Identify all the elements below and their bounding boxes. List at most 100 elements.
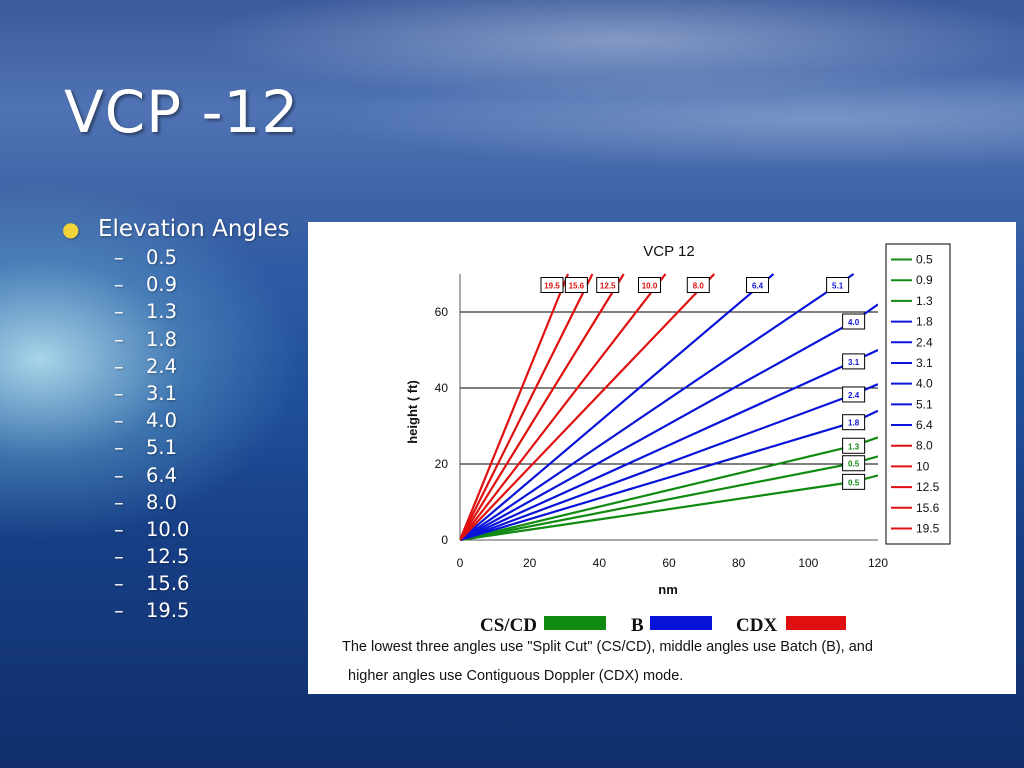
- caption-line-1: The lowest three angles use "Split Cut" …: [342, 639, 873, 655]
- bullet-label: Elevation Angles: [98, 216, 290, 242]
- series-line-6.4: [460, 273, 775, 541]
- line-label: 2.4: [848, 391, 860, 400]
- angle-item: –2.4: [114, 354, 178, 378]
- angle-item: –6.4: [114, 463, 178, 487]
- legend-label: 0.5: [916, 253, 933, 267]
- slide-title: VCP -12: [64, 78, 300, 146]
- legend-label: 2.4: [916, 335, 933, 349]
- angle-value: 8.0: [146, 490, 178, 514]
- x-tick-label: 20: [523, 556, 537, 570]
- series-line-19.5: [460, 273, 570, 541]
- series-line-5.1: [460, 273, 855, 541]
- line-label: 3.1: [848, 358, 860, 367]
- bullet-dot-icon: ●: [62, 217, 80, 241]
- angle-value: 0.9: [146, 273, 178, 297]
- legend-label: 12.5: [916, 480, 940, 494]
- angle-item: –10.0: [114, 517, 190, 541]
- legend-label: 15.6: [916, 501, 940, 515]
- mode-legend-swatch: [650, 616, 712, 630]
- legend-label: 1.3: [916, 294, 933, 308]
- line-label-box: [540, 277, 564, 293]
- x-tick-label: 120: [868, 556, 888, 570]
- y-tick-label: 60: [435, 305, 449, 319]
- angle-value: 1.8: [146, 327, 178, 351]
- mode-legend-label: B: [631, 615, 644, 636]
- line-label-box: [638, 277, 662, 293]
- angle-value: 6.4: [146, 463, 178, 487]
- chart-title: VCP 12: [643, 243, 694, 260]
- angle-item: –3.1: [114, 381, 178, 405]
- x-tick-label: 60: [662, 556, 676, 570]
- y-axis-label: height ( ft): [405, 380, 420, 444]
- angle-item: –8.0: [114, 490, 178, 514]
- legend-label: 3.1: [916, 356, 933, 370]
- line-label-box: [842, 414, 866, 431]
- angle-item: –15.6: [114, 572, 190, 596]
- angle-value: 5.1: [146, 436, 178, 460]
- legend-label: 0.9: [916, 273, 933, 287]
- mode-legend-label: CDX: [736, 615, 777, 636]
- x-tick-label: 0: [457, 556, 464, 570]
- line-label-box: [746, 277, 769, 293]
- line-label: 0.5: [848, 460, 860, 469]
- angle-item: –4.0: [114, 409, 178, 433]
- y-tick-label: 40: [435, 381, 449, 395]
- line-label-box: [686, 277, 710, 293]
- caption-line-2: higher angles use Contiguous Doppler (CD…: [348, 668, 684, 684]
- angle-item: –0.5: [114, 246, 178, 269]
- line-label-box: [564, 277, 588, 293]
- mode-legend-swatch: [544, 616, 606, 630]
- angle-value: 12.5: [146, 545, 190, 569]
- angle-sub-list: –0.5 –0.9 –1.3 –1.8 –2.4 –3.1 –4.0 –5.1 …: [62, 244, 290, 625]
- angle-value: 2.4: [146, 354, 178, 378]
- series-line-10: [460, 273, 667, 541]
- line-label: 8.0: [693, 282, 705, 291]
- line-label-box: [842, 353, 866, 370]
- vcp-chart: VCP 12 0 20 40 60 0 20 40 60 80 100 120 nm height ( f…: [405, 243, 951, 636]
- elevation-bullet-list: ● Elevation Angles –0.5 –0.9 –1.3 –1.8 –…: [62, 214, 290, 625]
- bullet-elevation-angles: ● Elevation Angles: [62, 214, 290, 244]
- legend-box: [885, 243, 951, 545]
- x-tick-label: 40: [593, 556, 607, 570]
- series-line-3.1: [460, 349, 878, 541]
- x-tick-label: 80: [732, 556, 746, 570]
- mode-legend-label: CS/CD: [480, 615, 537, 636]
- legend-label: 19.5: [916, 521, 940, 535]
- line-label-box: [826, 277, 850, 293]
- angle-value: 10.0: [146, 517, 190, 541]
- legend-label: 5.1: [916, 397, 933, 411]
- line-label: 6.4: [752, 282, 764, 291]
- y-tick-label: 20: [435, 457, 449, 471]
- line-label: 1.8: [848, 419, 860, 428]
- angle-value: 19.5: [146, 599, 190, 623]
- angle-item: –1.3: [114, 300, 178, 324]
- line-label: 5.1: [832, 282, 844, 291]
- line-label: 10.0: [642, 282, 658, 291]
- line-label-box: [842, 313, 866, 330]
- angle-value: 4.0: [146, 409, 178, 433]
- series-line-0.5: [460, 474, 878, 541]
- angle-item: –12.5: [114, 545, 190, 569]
- line-label-box: [842, 473, 866, 490]
- series-line-12.5: [460, 273, 625, 541]
- series-line-15.6: [460, 273, 594, 541]
- angle-item: –19.5: [114, 599, 190, 623]
- series-line-2.4: [460, 383, 878, 541]
- line-label: 15.6: [569, 282, 585, 291]
- legend-label: 8.0: [916, 439, 933, 453]
- series-line-4.0: [460, 303, 878, 541]
- legend-label: 1.8: [916, 315, 933, 329]
- x-axis-label: nm: [658, 582, 678, 597]
- legend-label: 6.4: [916, 418, 933, 432]
- angle-value: 1.3: [146, 300, 178, 324]
- line-label: 0.5: [848, 478, 860, 487]
- y-tick-label: 0: [441, 533, 448, 547]
- series-line-1.3: [460, 436, 878, 541]
- legend-label: 4.0: [916, 377, 933, 391]
- x-tick-label: 100: [798, 556, 818, 570]
- mode-legend-swatch: [786, 616, 846, 630]
- line-label-box: [842, 455, 866, 472]
- line-label: 12.5: [600, 282, 616, 291]
- line-label-box: [596, 277, 620, 293]
- series-line-8.0: [460, 273, 716, 541]
